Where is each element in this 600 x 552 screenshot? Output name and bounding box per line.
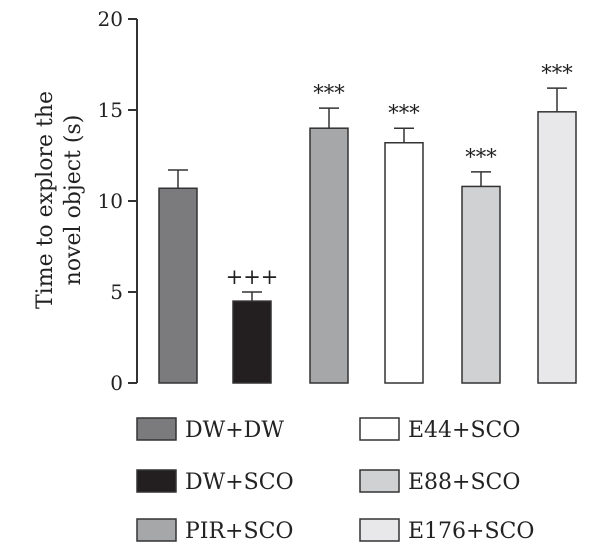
bar-layer: +++ *** *** *** *** [158, 61, 577, 384]
significance-label: *** [465, 145, 497, 169]
y-tick-label: 10 [98, 189, 123, 213]
y-axis-title-line: Time to explore the [33, 91, 58, 309]
y-tick-label: 15 [98, 98, 123, 122]
legend-swatch [136, 518, 177, 542]
legend-swatch [359, 417, 400, 441]
axis-layer: 0 5 10 15 20 Time to explore the novel object … [33, 7, 138, 395]
y-tick-label: 5 [110, 280, 123, 304]
significance-label: *** [313, 81, 345, 105]
legend-swatch [359, 518, 400, 542]
bar-dw-dw [158, 187, 198, 384]
legend: DW+DW DW+SCO PIR+SCO E44+SCO E88+SCO E176+SCO [136, 417, 534, 544]
y-axis-title-line: novel object (s) [61, 115, 86, 286]
legend-swatch [136, 417, 177, 441]
bar-e44-sco [384, 142, 424, 384]
significance-label: +++ [226, 265, 279, 289]
y-axis-title: Time to explore the novel object (s) [33, 91, 86, 309]
significance-label: *** [388, 101, 420, 125]
legend-label: E176+SCO [408, 519, 534, 544]
y-tick-label: 20 [98, 7, 123, 31]
legend-label: PIR+SCO [185, 519, 293, 544]
legend-label: DW+DW [185, 418, 284, 443]
bar-pir-sco [309, 127, 349, 384]
bar-dw-sco [232, 300, 272, 384]
bar-e88-sco [461, 185, 501, 384]
legend-swatch [359, 469, 400, 493]
legend-label: DW+SCO [185, 470, 294, 495]
legend-label: E88+SCO [408, 470, 520, 495]
legend-label: E44+SCO [408, 418, 520, 443]
bar-e176-sco [537, 111, 577, 384]
y-tick-label: 0 [110, 371, 123, 395]
legend-swatch [136, 469, 177, 493]
significance-label: *** [541, 61, 573, 85]
